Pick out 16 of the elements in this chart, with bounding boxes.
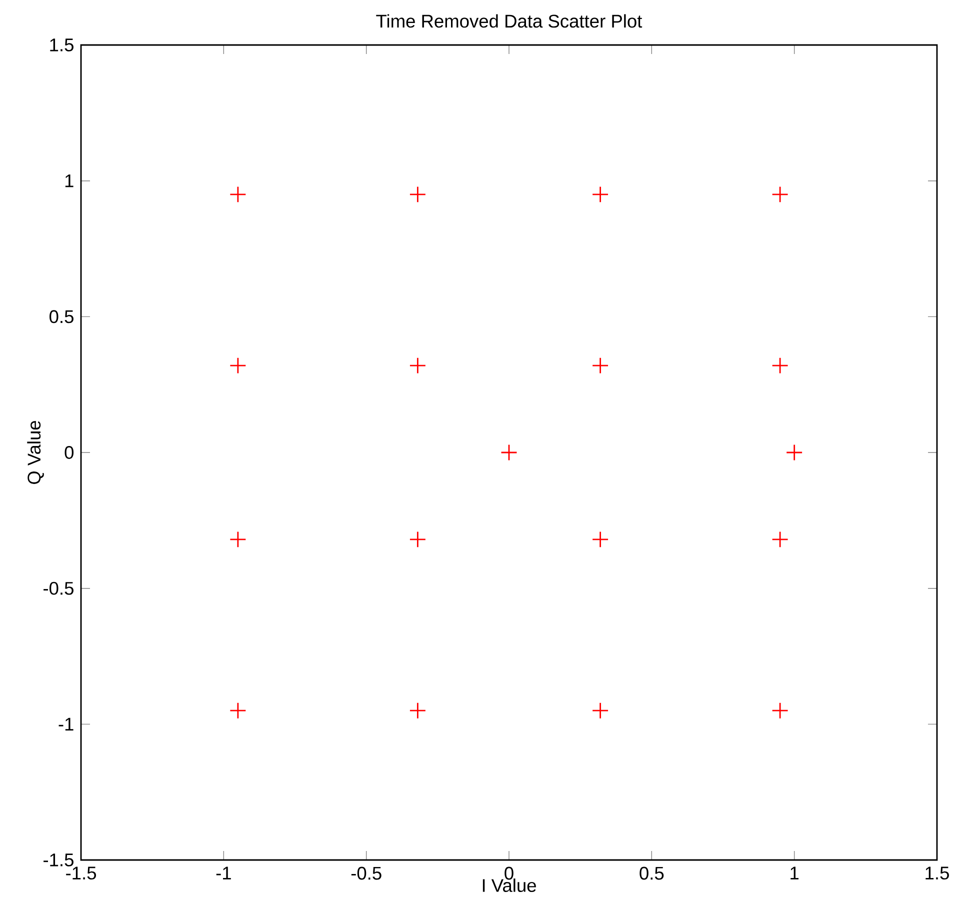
y-tick-label: 0.5 xyxy=(50,310,74,324)
y-axis-title: Q Value xyxy=(27,420,44,484)
y-tick-label: 0 xyxy=(64,446,74,459)
x-tick-label: -0.5 xyxy=(351,866,382,880)
y-tick-label: -1.5 xyxy=(44,854,74,866)
x-tick-label: 0 xyxy=(504,866,514,880)
x-tick-label: -1 xyxy=(216,866,231,880)
y-tick-label: 1 xyxy=(65,174,74,188)
x-axis-title: I Value xyxy=(482,878,536,892)
x-tick-label: 0.5 xyxy=(640,866,664,880)
x-tick-label: 1 xyxy=(790,866,798,880)
y-tick-label: -0.5 xyxy=(44,582,74,595)
chart-title: Time Removed Data Scatter Plot xyxy=(376,14,642,28)
x-tick-label: 1.5 xyxy=(926,866,949,880)
y-tick-label: -1 xyxy=(58,718,74,730)
y-tick-label: 1.5 xyxy=(50,38,74,52)
